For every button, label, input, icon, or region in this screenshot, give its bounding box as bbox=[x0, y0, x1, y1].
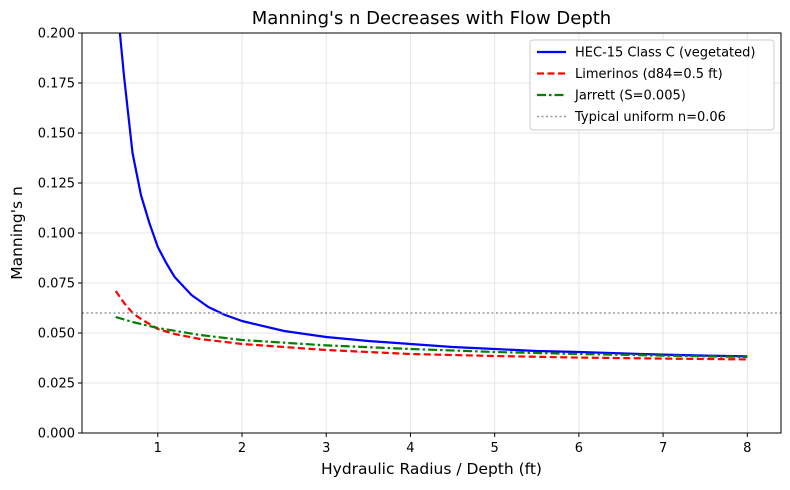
axis-ticks: 1 2 3 4 5 6 7 8 0.000 0.025 0.050 0.075 0.100 0.125 0.… bbox=[38, 27, 752, 457]
legend: HEC-15 Class C (vegetated) Limerinos (d84… bbox=[529, 39, 775, 131]
y-axis-title: Manning's n bbox=[8, 186, 26, 280]
series-line-0 bbox=[118, 33, 748, 358]
x-tick-label: 7 bbox=[659, 441, 667, 456]
y-tick-label: 0.125 bbox=[38, 177, 75, 192]
y-tick-label: 0.175 bbox=[38, 77, 75, 92]
x-tick-label: 1 bbox=[154, 441, 162, 456]
y-tick-label: 0.075 bbox=[38, 277, 75, 292]
y-tick-label: 0.050 bbox=[38, 327, 75, 342]
y-tick-label: 0.100 bbox=[38, 227, 75, 242]
x-tick-label: 4 bbox=[406, 441, 414, 456]
series-line-1 bbox=[114, 290, 748, 361]
legend-box bbox=[529, 39, 775, 131]
y-tick-label: 0.000 bbox=[38, 427, 75, 442]
x-tick-label: 8 bbox=[743, 441, 751, 456]
legend-label-2: Jarrett (S=0.005) bbox=[574, 89, 686, 104]
series-layer bbox=[82, 33, 781, 361]
y-tick-label: 0.200 bbox=[38, 27, 75, 42]
x-tick-label: 6 bbox=[575, 441, 583, 456]
y-tick-label: 0.150 bbox=[38, 127, 75, 142]
x-axis-title: Hydraulic Radius / Depth (ft) bbox=[321, 460, 542, 478]
x-tick-label: 2 bbox=[238, 441, 246, 456]
legend-label-0: HEC-15 Class C (vegetated) bbox=[575, 46, 755, 61]
y-tick-label: 0.025 bbox=[38, 377, 75, 392]
chart-title: Manning's n Decreases with Flow Depth bbox=[252, 8, 611, 29]
legend-label-1: Limerinos (d84=0.5 ft) bbox=[575, 67, 723, 82]
x-tick-label: 3 bbox=[322, 441, 330, 456]
legend-label-3: Typical uniform n=0.06 bbox=[574, 110, 726, 125]
series-line-2 bbox=[115, 315, 748, 359]
x-tick-label: 5 bbox=[491, 441, 499, 456]
